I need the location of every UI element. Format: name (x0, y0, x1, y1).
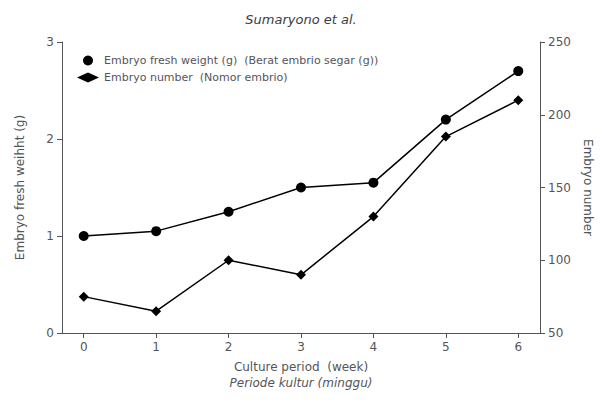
svg-text:2: 2 (225, 340, 233, 354)
svg-text:50: 50 (548, 326, 563, 340)
svg-text:250: 250 (548, 35, 571, 49)
svg-text:3: 3 (297, 340, 305, 354)
svg-text:Periode kultur (minggu): Periode kultur (minggu) (230, 376, 373, 390)
svg-text:200: 200 (548, 108, 571, 122)
svg-text:0: 0 (80, 340, 88, 354)
svg-text:0: 0 (46, 326, 54, 340)
svg-text:Embryo fresh weihht (g): Embryo fresh weihht (g) (13, 115, 27, 260)
svg-text:3: 3 (46, 35, 54, 49)
svg-text:6: 6 (514, 340, 522, 354)
svg-text:Embryo number: Embryo number (581, 139, 595, 236)
svg-text:150: 150 (548, 181, 571, 195)
svg-text:Embryo number (Nomor embrio): Embryo number (Nomor embrio) (104, 71, 288, 84)
svg-text:4: 4 (370, 340, 378, 354)
svg-text:Sumaryono et al.: Sumaryono et al. (245, 12, 356, 27)
svg-text:1: 1 (152, 340, 160, 354)
svg-text:100: 100 (548, 253, 571, 267)
svg-text:2: 2 (46, 132, 54, 146)
svg-text:Embryo fresh weight (g) (Bera: Embryo fresh weight (g) (Berat embrio se… (104, 54, 378, 67)
svg-text:1: 1 (46, 229, 54, 243)
svg-text:Culture period (week): Culture period (week) (234, 360, 368, 374)
svg-text:5: 5 (442, 340, 450, 354)
